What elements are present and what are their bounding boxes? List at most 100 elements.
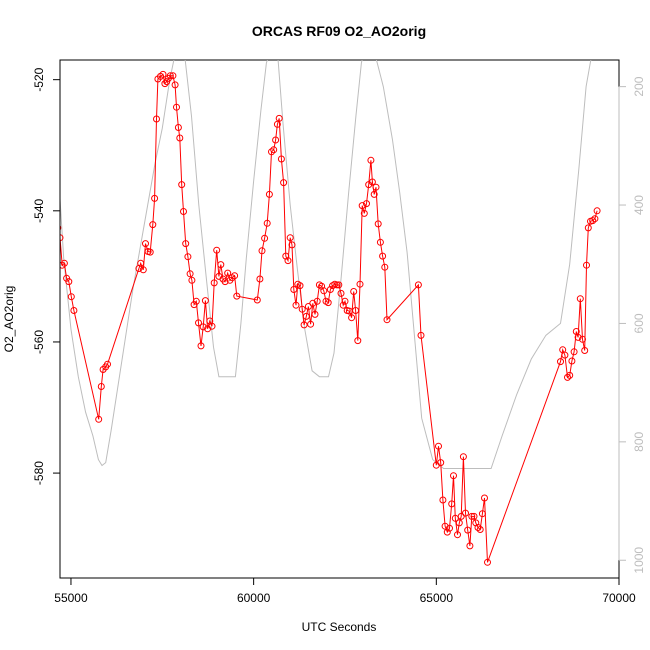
data-point (95, 415, 103, 423)
data-point (290, 286, 298, 293)
data-point (104, 360, 111, 368)
data-point (224, 269, 232, 277)
data-point (296, 282, 304, 290)
left-axis-series-layer (60, 70, 601, 566)
data-point (581, 347, 589, 354)
data-point (67, 293, 75, 301)
data-point (372, 183, 380, 191)
y2-tick-label: 200 (632, 76, 646, 96)
y2-tick-label: 1000 (632, 547, 646, 574)
right-axis-series-line (60, 60, 592, 469)
x-tick-label: 70000 (602, 591, 636, 605)
data-point (450, 472, 457, 480)
data-point (280, 179, 288, 187)
data-point (570, 348, 578, 356)
data-point (188, 276, 196, 284)
data-point (149, 221, 157, 229)
data-point (159, 70, 167, 78)
data-point (217, 261, 225, 269)
data-point (568, 357, 576, 365)
data-point (589, 217, 597, 225)
data-point (333, 281, 341, 289)
data-point (313, 297, 321, 305)
data-point (151, 194, 159, 202)
x-axis-label: UTC Seconds (302, 620, 377, 634)
data-point (576, 295, 584, 303)
data-point (358, 202, 366, 210)
data-point (176, 134, 184, 142)
data-point (354, 337, 362, 345)
data-point (288, 241, 296, 249)
data-point (292, 301, 300, 309)
data-point (174, 124, 182, 131)
x-tick-label: 55000 (54, 591, 88, 605)
data-point (360, 209, 368, 217)
data-point (379, 252, 387, 260)
chart-title: ORCAS RF09 O2_AO2orig (252, 23, 426, 39)
data-point (268, 148, 275, 156)
data-point (60, 261, 66, 269)
y2-axis: 200 400 600 800 1000 (618, 76, 646, 574)
data-point (169, 72, 177, 80)
data-point (478, 510, 486, 518)
data-point (192, 297, 200, 305)
data-point (443, 528, 451, 536)
data-point (184, 253, 192, 261)
x-tick-label: 65000 (420, 591, 454, 605)
x-axis: 55000 60000 65000 70000 (54, 577, 636, 605)
data-point (459, 453, 467, 461)
data-point (137, 259, 145, 267)
data-point (166, 72, 174, 80)
data-point (566, 371, 574, 379)
data-point (368, 178, 376, 186)
data-point (457, 512, 465, 520)
data-point (300, 321, 308, 329)
y-tick-label: -520 (32, 67, 46, 91)
data-point (474, 524, 482, 531)
data-point (153, 115, 160, 123)
data-point (186, 270, 194, 278)
data-point (272, 136, 280, 144)
data-point (213, 246, 221, 254)
data-point (484, 558, 491, 566)
data-point (195, 319, 202, 327)
y2-tick-label: 600 (632, 313, 646, 333)
data-point (302, 312, 310, 320)
data-point (173, 103, 180, 111)
data-point (60, 259, 68, 267)
data-point (462, 509, 469, 517)
data-point (584, 224, 592, 232)
data-point (564, 373, 571, 381)
y-axis-label: O2_AO2orig (2, 286, 16, 353)
data-point (139, 266, 147, 274)
data-point (210, 279, 218, 287)
data-point (363, 200, 370, 208)
data-point (557, 358, 564, 366)
data-point (579, 335, 586, 343)
data-point (263, 219, 271, 227)
data-point (437, 459, 445, 467)
data-point (435, 442, 442, 450)
data-point (470, 512, 478, 520)
data-point (233, 292, 241, 300)
data-point (199, 323, 207, 331)
data-point (370, 190, 378, 198)
data-point (70, 307, 78, 314)
y-tick-label: -560 (32, 330, 46, 354)
data-point (182, 240, 190, 248)
data-point (277, 155, 285, 163)
data-point (374, 220, 382, 228)
data-point (367, 156, 375, 164)
data-point (376, 238, 384, 246)
data-point (307, 320, 315, 328)
data-point (97, 383, 105, 390)
data-point (348, 314, 356, 322)
data-point (261, 234, 269, 242)
data-point (468, 512, 476, 520)
data-point (284, 257, 292, 265)
data-point (142, 240, 149, 248)
data-point (309, 299, 317, 307)
data-point (326, 286, 334, 293)
data-point (201, 297, 209, 305)
data-point (60, 225, 62, 231)
